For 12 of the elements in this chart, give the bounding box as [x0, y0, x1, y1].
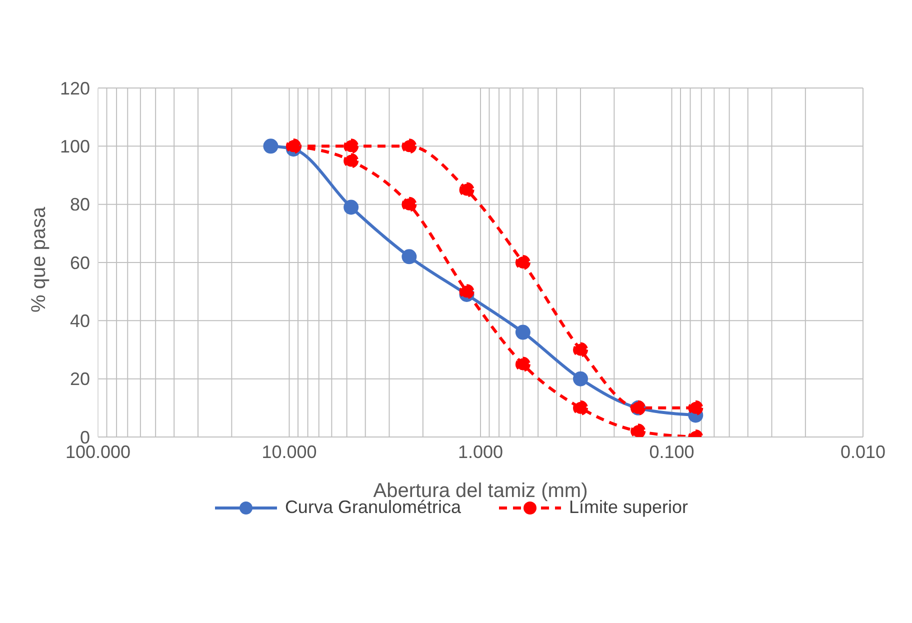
y-tick-label: 40	[70, 311, 90, 332]
x-tick-label: 0.100	[649, 442, 694, 462]
y-axis-title: % que pasa	[28, 206, 50, 312]
x-tick-label: 1.000	[458, 442, 504, 462]
y-tick-label: 80	[70, 194, 90, 215]
legend-label: Curva Granulométrica	[284, 497, 461, 518]
y-tick-label: 120	[60, 78, 90, 98]
x-tick-label: 0.010	[840, 442, 886, 462]
y-tick-label: 20	[70, 369, 90, 390]
y-tick-label: 100	[60, 136, 90, 157]
x-tick-label: 10.000	[262, 442, 317, 462]
y-tick-label: 60	[70, 252, 90, 273]
